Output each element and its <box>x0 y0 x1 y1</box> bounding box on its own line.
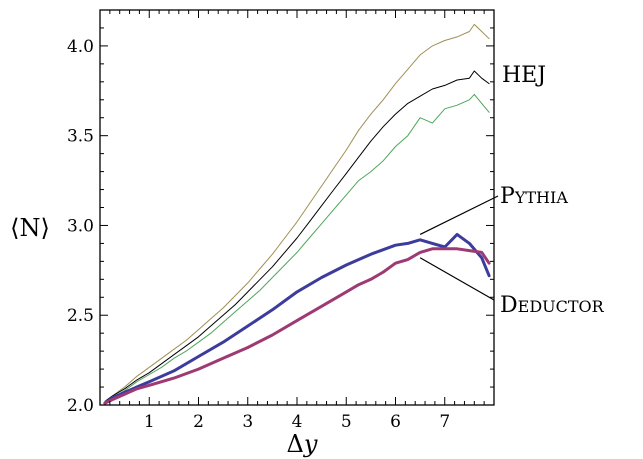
deductor-label: DEDUCTOR <box>500 293 605 318</box>
y-tick-label: 2.0 <box>67 396 94 416</box>
pythia-pointer-line <box>419 195 499 235</box>
series-line-3 <box>104 93 490 402</box>
deductor-pointer-line <box>419 257 495 301</box>
deductor-label-rest: EDUCTOR <box>518 297 605 316</box>
x-tick-label: 7 <box>439 412 450 432</box>
series-layer <box>103 23 491 405</box>
x-axis-label-delta: Δ <box>287 430 304 458</box>
annotation-layer: HEJ PYTHIA DEDUCTOR <box>419 63 605 318</box>
pythia-label-cap: P <box>500 184 515 209</box>
axis-ticks: 1 2 3 4 5 6 7 2.0 2.5 3.0 3.5 4.0 <box>67 9 495 432</box>
x-tick-label: 6 <box>390 412 401 432</box>
hej-label: HEJ <box>502 63 546 88</box>
x-tick-label: 3 <box>242 412 253 432</box>
y-tick-label: 4.0 <box>67 37 94 57</box>
series-line-5 <box>103 247 491 405</box>
y-tick-label: 3.0 <box>67 216 94 236</box>
x-tick-label: 1 <box>144 412 155 432</box>
plot-border <box>99 9 495 406</box>
plot-frame <box>99 9 495 406</box>
y-tick-label: 3.5 <box>67 127 94 147</box>
x-tick-label: 5 <box>341 412 352 432</box>
pythia-label: PYTHIA <box>500 184 568 209</box>
deductor-label-cap: D <box>500 293 518 318</box>
x-axis-label-variable: y <box>303 430 318 458</box>
series-line-2 <box>104 70 490 402</box>
series-line-1 <box>104 23 490 402</box>
x-tick-label: 4 <box>292 412 303 432</box>
series-line-4 <box>103 232 491 405</box>
pythia-label-rest: YTHIA <box>514 188 569 207</box>
y-tick-label: 2.5 <box>67 306 94 326</box>
x-axis-label: Δy <box>287 430 318 458</box>
y-axis-label: ⟨N⟩ <box>10 214 50 242</box>
x-tick-label: 2 <box>193 412 204 432</box>
